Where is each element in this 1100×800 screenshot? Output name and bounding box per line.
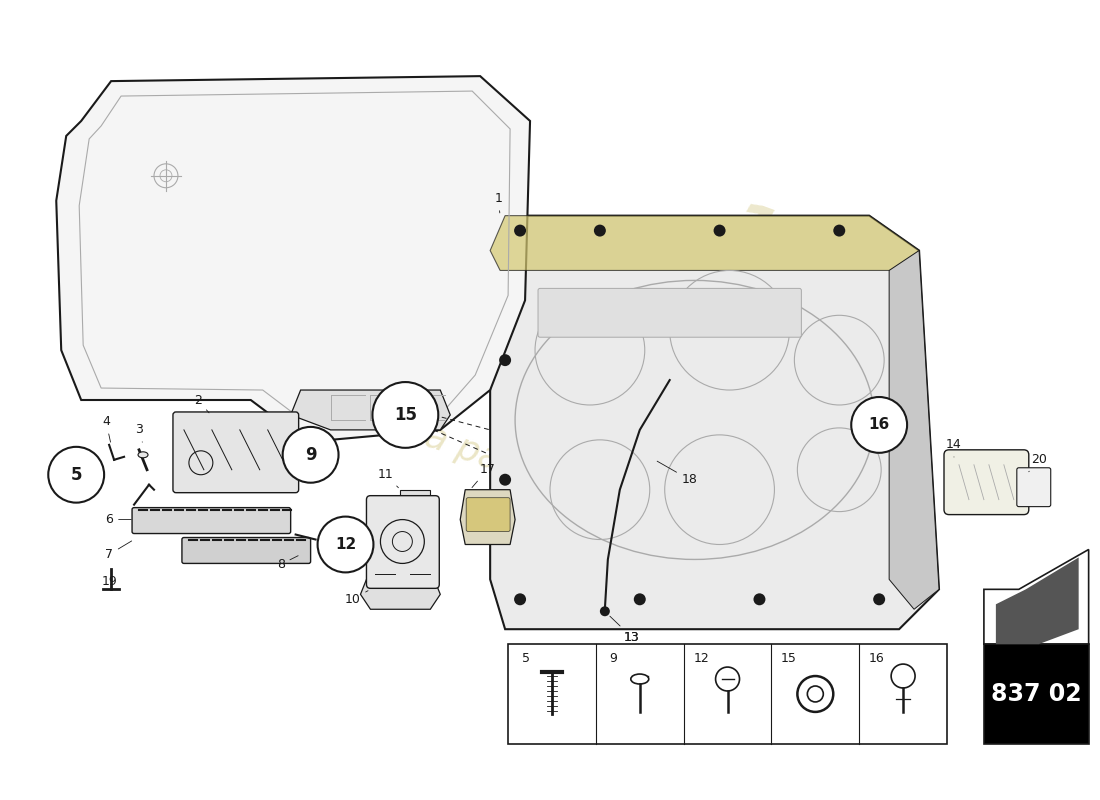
FancyBboxPatch shape (132, 508, 290, 534)
Text: 18: 18 (657, 461, 697, 486)
Text: 10: 10 (344, 590, 369, 606)
Polygon shape (491, 216, 939, 630)
FancyBboxPatch shape (182, 538, 310, 563)
Text: 1: 1 (494, 192, 502, 213)
Text: 9: 9 (609, 652, 617, 665)
Circle shape (594, 225, 606, 237)
Text: 13: 13 (624, 630, 640, 644)
Ellipse shape (630, 674, 649, 684)
Text: eurospares: eurospares (323, 225, 916, 515)
Polygon shape (290, 390, 450, 430)
FancyBboxPatch shape (1016, 468, 1050, 506)
Polygon shape (491, 216, 920, 270)
Text: 837 02: 837 02 (991, 682, 1081, 706)
Text: 14: 14 (946, 438, 961, 457)
Circle shape (499, 354, 512, 366)
FancyBboxPatch shape (466, 498, 510, 531)
Text: 19: 19 (101, 575, 117, 588)
Polygon shape (460, 490, 515, 545)
Circle shape (48, 447, 104, 502)
Text: 16: 16 (869, 652, 884, 665)
Circle shape (851, 397, 907, 453)
Polygon shape (56, 76, 530, 440)
Text: 5: 5 (70, 466, 81, 484)
Circle shape (873, 594, 886, 606)
Text: 8: 8 (277, 556, 298, 571)
Text: 15: 15 (394, 406, 417, 424)
Text: a passion for...: a passion for... (420, 418, 680, 541)
Circle shape (716, 667, 739, 691)
Text: 15: 15 (781, 652, 796, 665)
Polygon shape (889, 250, 939, 610)
Circle shape (798, 676, 834, 712)
Circle shape (634, 594, 646, 606)
Circle shape (283, 427, 339, 482)
FancyBboxPatch shape (508, 644, 947, 744)
Polygon shape (983, 550, 1089, 644)
Circle shape (754, 594, 766, 606)
Text: 3: 3 (135, 423, 143, 442)
Circle shape (807, 686, 823, 702)
Text: 20: 20 (1028, 454, 1047, 472)
Circle shape (499, 474, 512, 486)
Circle shape (891, 664, 915, 688)
Text: 9: 9 (305, 446, 317, 464)
Text: 13: 13 (609, 616, 640, 644)
FancyBboxPatch shape (944, 450, 1028, 514)
Circle shape (373, 382, 438, 448)
Polygon shape (996, 558, 1079, 644)
Circle shape (514, 594, 526, 606)
Circle shape (714, 225, 726, 237)
Text: 1985: 1985 (717, 196, 922, 325)
Text: 5: 5 (521, 652, 530, 665)
Text: 6: 6 (106, 513, 131, 526)
Text: 12: 12 (693, 652, 710, 665)
Circle shape (834, 225, 845, 237)
Text: 7: 7 (106, 541, 132, 561)
Text: 2: 2 (194, 394, 209, 413)
Text: 4: 4 (102, 415, 110, 442)
Circle shape (514, 225, 526, 237)
Ellipse shape (138, 452, 148, 458)
Polygon shape (361, 570, 440, 610)
FancyBboxPatch shape (983, 644, 1089, 744)
Circle shape (600, 606, 609, 616)
FancyBboxPatch shape (538, 288, 802, 338)
Text: 16: 16 (869, 418, 890, 433)
Text: 11: 11 (377, 468, 398, 488)
Text: 12: 12 (334, 537, 356, 552)
Polygon shape (400, 490, 430, 510)
FancyBboxPatch shape (366, 496, 439, 588)
Circle shape (318, 517, 373, 572)
FancyBboxPatch shape (173, 412, 298, 493)
Text: 17: 17 (472, 463, 495, 487)
